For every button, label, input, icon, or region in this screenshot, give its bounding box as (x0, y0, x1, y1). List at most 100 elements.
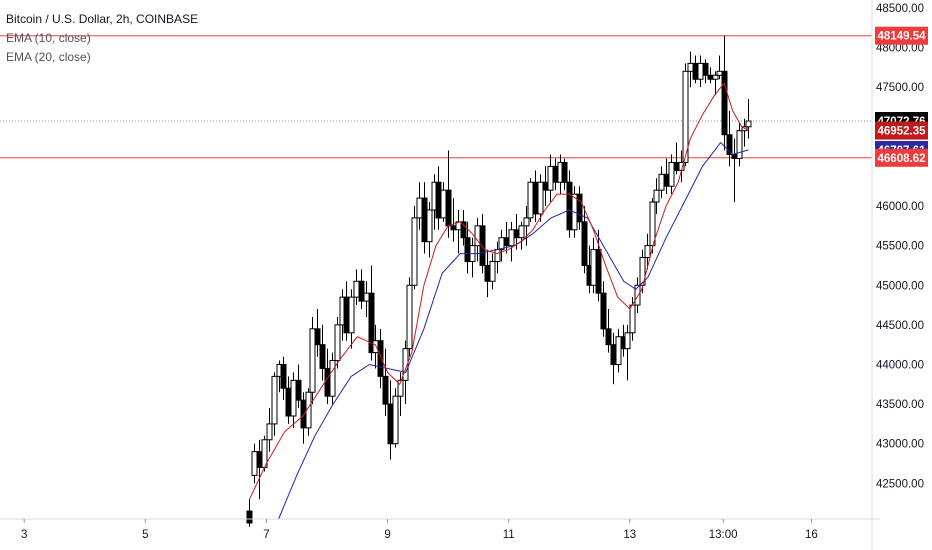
price-axis[interactable]: 48500.00 48000.00 47500.00 46000.00 45500.00… (876, 3, 924, 490)
candle-down (343, 296, 350, 334)
price-tick-label: 43500.00 (876, 399, 924, 411)
candle-down (561, 161, 568, 183)
candle-up (353, 280, 360, 298)
candle-up (329, 360, 336, 397)
candle-up (624, 332, 631, 350)
candle-down (445, 189, 452, 227)
candle-down (368, 292, 375, 354)
candle-up (644, 245, 651, 259)
candle-down (319, 344, 326, 369)
candle-down (300, 399, 307, 429)
price-tag-ema10 (875, 121, 928, 140)
candle-up (668, 161, 675, 187)
ema10-line (249, 82, 749, 500)
price-tag-label-high: 48149.54 (878, 31, 927, 43)
candle-up (527, 181, 534, 219)
candle-up (251, 451, 258, 476)
candle-up (537, 181, 544, 215)
candle-down (421, 197, 428, 243)
candle-down (702, 62, 709, 76)
candle-down (566, 181, 573, 231)
candle-up (745, 120, 752, 128)
candle-up (348, 296, 355, 334)
price-tick-label: 46000.00 (876, 201, 924, 213)
candle-down (692, 62, 699, 80)
candle-up (716, 70, 723, 76)
candle-up (658, 173, 665, 191)
candle-down (484, 264, 491, 282)
ema20-line (278, 141, 749, 520)
ema10-legend[interactable]: EMA (10, close) (6, 31, 91, 45)
candle-up (629, 304, 636, 334)
candle-up (397, 379, 404, 397)
candle-down (324, 367, 331, 397)
candle-down (600, 292, 607, 330)
ema20-legend[interactable]: EMA (20, close) (6, 50, 91, 64)
candle-down (610, 344, 617, 365)
candle-down (285, 387, 292, 417)
candle-up (271, 375, 278, 425)
candle-up (712, 74, 719, 80)
candle-up (687, 62, 694, 72)
candle-down (479, 225, 486, 266)
price-tick-label: 48500.00 (876, 3, 924, 15)
symbol-title[interactable]: Bitcoin / U.S. Dollar, 2h, COINBASE (6, 12, 199, 26)
price-tag-label-ema10: 46952.35 (878, 126, 927, 138)
candle-down (450, 225, 457, 231)
candle-down (552, 165, 559, 183)
candle-down (358, 280, 365, 302)
price-tag-label-low: 46608.62 (878, 153, 926, 165)
candle-up (309, 328, 316, 393)
candle-down (605, 328, 612, 346)
candle-up (547, 165, 554, 191)
time-axis[interactable]: 3 5 7 9 11 13 13:00 16 (21, 519, 818, 541)
candle-down (387, 403, 394, 445)
time-tick-label: 16 (805, 529, 818, 541)
price-tick-label: 43000.00 (876, 439, 924, 451)
candle-up (489, 260, 496, 282)
candle-up (363, 292, 370, 302)
candle-up (523, 217, 530, 227)
candle-down (377, 340, 384, 377)
candle-down (464, 237, 471, 262)
candle-down (513, 229, 520, 239)
candle-down (731, 154, 738, 159)
candle-up (697, 62, 704, 80)
price-tick-label: 42500.00 (876, 478, 924, 490)
price-tick-label: 44500.00 (876, 320, 924, 332)
candle-up (682, 70, 689, 163)
candle-down (460, 221, 467, 239)
candle-down (382, 375, 389, 405)
time-tick-label: 11 (503, 529, 515, 541)
candle-down (314, 328, 321, 346)
time-tick-label: 5 (142, 529, 148, 541)
plot-area[interactable] (0, 35, 872, 527)
candle-up (416, 197, 423, 219)
price-tag-low (875, 148, 928, 167)
candle-up (406, 284, 413, 350)
time-tick-label: 3 (21, 529, 27, 541)
price-tick-label: 44000.00 (876, 359, 924, 371)
price-tags: 48149.5447072.7646952.3546707.6146608.62 (875, 26, 928, 167)
candle-up (440, 189, 447, 219)
candle-down (256, 451, 263, 468)
candle-up (494, 249, 501, 262)
candle-up (411, 217, 418, 286)
candle-up (372, 340, 379, 354)
candle-down (532, 181, 539, 215)
candle-up (590, 249, 597, 286)
price-tick-label: 48000.00 (876, 43, 924, 55)
candle-down (542, 181, 549, 191)
time-tick-label: 7 (263, 529, 269, 541)
candle-up (518, 225, 525, 239)
candle-down (280, 363, 287, 389)
price-tick-label: 45000.00 (876, 280, 924, 292)
candle-up (305, 391, 312, 429)
candle-down (435, 181, 442, 219)
chart-legend: Bitcoin / U.S. Dollar, 2h, COINBASE EMA … (6, 10, 198, 67)
candle-down (663, 173, 670, 187)
candle-up (653, 189, 660, 203)
price-tag-high (875, 26, 928, 45)
candle-up (334, 324, 341, 362)
